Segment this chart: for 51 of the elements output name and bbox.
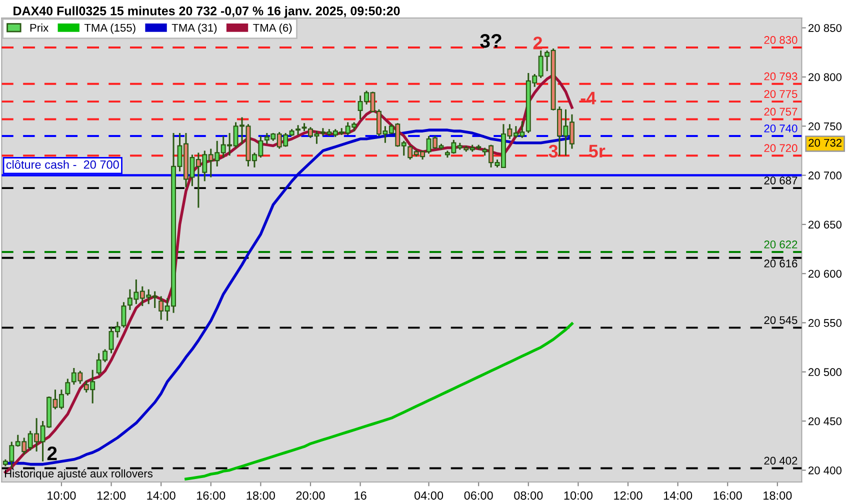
candlestick bbox=[296, 124, 301, 136]
x-tick-label: 20:00 bbox=[296, 491, 325, 500]
x-tick-label: 14:00 bbox=[147, 491, 176, 500]
ref-line-label: 20 616 bbox=[764, 260, 798, 268]
chart-title: DAX40 Full0325 15 minutes 20 732 -0,07 % 16 janv. 2025, 09:50:20 bbox=[14, 6, 400, 18]
x-tick-label: 18:00 bbox=[764, 491, 792, 500]
x-tick-label: 12:00 bbox=[614, 491, 642, 500]
x-tick-label: 14:00 bbox=[664, 491, 692, 500]
x-tick-label: 18:00 bbox=[246, 491, 275, 500]
line-series bbox=[184, 322, 574, 480]
legend-label: TMA (6) bbox=[253, 24, 292, 34]
y-tick-label: 20 500 bbox=[808, 368, 842, 376]
x-tick-label: 10:00 bbox=[564, 491, 593, 500]
ref-line-label: 20 757 bbox=[764, 108, 798, 116]
y-tick-label: 20 700 bbox=[808, 172, 842, 180]
ref-line-label: 20 830 bbox=[764, 36, 798, 44]
legend-label: TMA (155) bbox=[84, 24, 136, 34]
y-tick-label: 20 400 bbox=[808, 466, 842, 474]
legend-label: Prix bbox=[30, 24, 48, 32]
ref-line-label: 20 740 bbox=[764, 124, 798, 132]
x-tick-label: 10:00 bbox=[48, 491, 76, 500]
ref-line-label: 20 402 bbox=[764, 456, 798, 465]
annotation: 5r bbox=[588, 144, 606, 158]
ref-line-label: 20 622 bbox=[764, 240, 798, 248]
x-tick-label: 16 bbox=[354, 491, 366, 500]
ref-line-label: 20 775 bbox=[764, 90, 798, 98]
x-tick-label: 16:00 bbox=[197, 491, 226, 500]
y-tick-label: 20 800 bbox=[808, 73, 842, 82]
ref-line-label: 20 687 bbox=[764, 176, 798, 184]
x-tick-label: 06:00 bbox=[464, 491, 493, 500]
y-tick-label: 20 600 bbox=[808, 270, 842, 278]
annotation: 2 bbox=[533, 36, 542, 50]
annotation: 2 bbox=[47, 446, 57, 460]
annotation: Historique ajusté aux rollovers bbox=[5, 469, 153, 480]
ref-line-label: 20 720 bbox=[764, 144, 798, 152]
ref-line-label: clôture cash - 20 700 bbox=[6, 160, 119, 169]
text: 20 732 bbox=[808, 138, 842, 147]
x-tick-label: 12:00 bbox=[97, 491, 126, 500]
x-tick-label: 08:00 bbox=[514, 491, 543, 500]
y-tick-label: 20 850 bbox=[808, 24, 842, 32]
y-tick-label: 20 450 bbox=[808, 417, 842, 426]
legend-label: TMA (31) bbox=[172, 24, 217, 34]
y-tick-label: 20 550 bbox=[808, 319, 842, 327]
y-tick-label: 20 750 bbox=[808, 122, 842, 130]
y-tick-label: 20 650 bbox=[808, 220, 842, 229]
annotation: 3 bbox=[548, 144, 558, 158]
x-tick-label: 16:00 bbox=[714, 491, 742, 500]
ref-line-label: 20 545 bbox=[764, 316, 798, 324]
ref-line-label: 20 793 bbox=[764, 72, 798, 80]
x-tick-label: 04:00 bbox=[414, 491, 444, 500]
annotation: 3? bbox=[480, 34, 502, 48]
